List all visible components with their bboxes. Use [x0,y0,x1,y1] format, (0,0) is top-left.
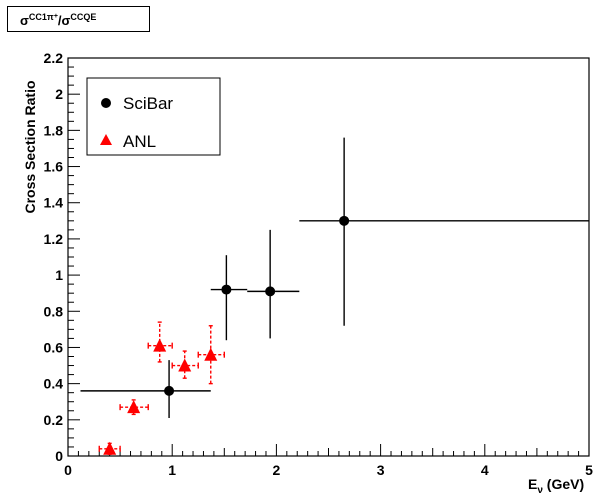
data-point [221,284,232,295]
series-layer [80,137,589,455]
x-tick-label: 5 [585,462,593,478]
legend-label-scibar: SciBar [123,94,173,113]
data-point [153,338,167,352]
series-anl [98,321,226,455]
y-tick-label: 0.8 [44,303,64,319]
x-tick-label: 2 [273,462,281,478]
data-point [265,286,276,297]
y-tick-label: 0.6 [44,339,64,355]
data-point [103,441,117,455]
legend-label-anl: ANL [123,132,156,151]
data-point [127,400,141,414]
x-tick-label: 0 [64,462,72,478]
legend: SciBar ANL [86,77,221,156]
chart-title: σCC1π+/σCCQE [20,12,96,28]
legend-marker-scibar [101,98,111,108]
y-tick-label: 1.4 [44,195,64,211]
series-scibar [80,137,589,419]
x-tick-label: 3 [377,462,385,478]
y-tick-label: 0.4 [44,376,64,392]
legend-marker-anl [100,134,112,145]
x-tick-label: 1 [168,462,176,478]
y-tick-label: 0 [55,448,63,464]
y-tick-label: 0.2 [44,412,64,428]
y-tick-label: 1.6 [44,159,64,175]
chart-title-box [7,6,150,32]
y-tick-label: 1.8 [44,122,64,138]
data-point [178,358,192,372]
x-tick-label: 4 [481,462,489,478]
data-point [164,385,175,396]
x-axis-label: Eν (GeV) [528,476,584,495]
y-tick-label: 1 [55,267,63,283]
y-tick-label: 2.2 [44,50,64,66]
y-tick-label: 2 [55,86,63,102]
data-point [204,347,218,361]
y-tick-label: 1.2 [44,231,64,247]
axes: 0 1 2 3 4 5 0 0.2 0.4 0.6 0.8 1 1.2 1.4 1.6 1.8 2 2.2 [44,50,594,478]
data-point [339,215,350,226]
y-axis-label: Cross Section Ratio [22,80,38,213]
